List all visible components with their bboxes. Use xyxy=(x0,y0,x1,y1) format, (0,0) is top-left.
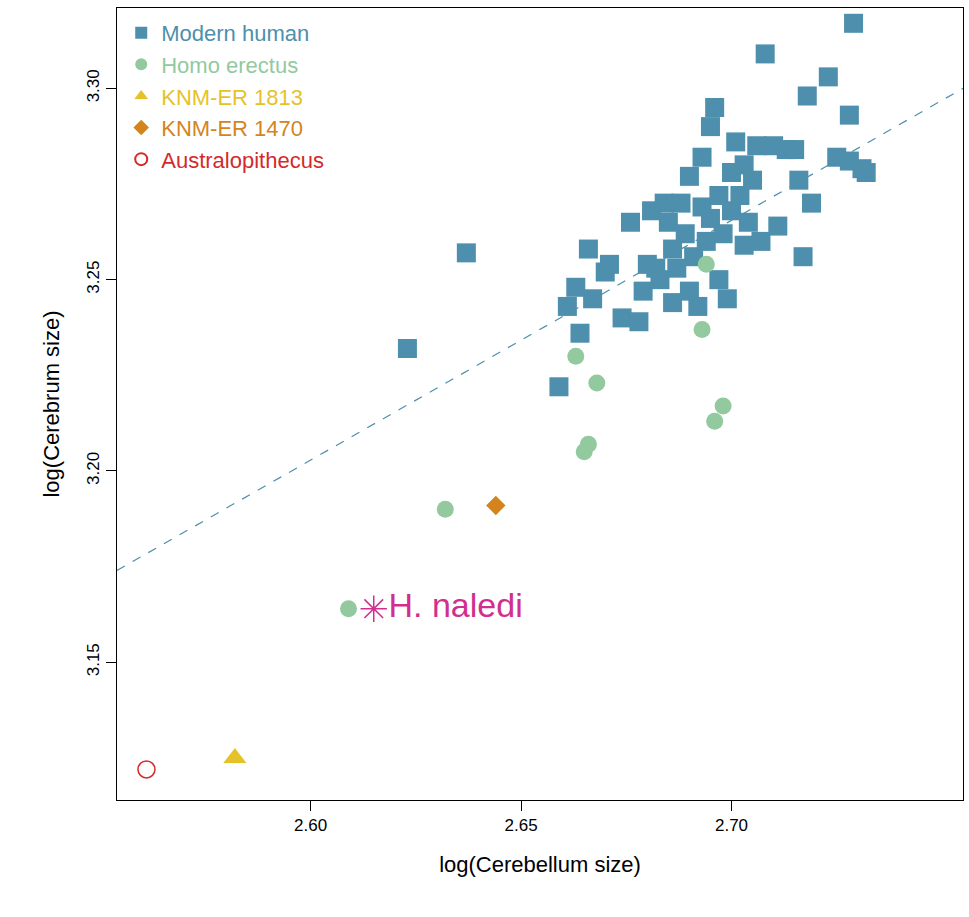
svg-text:Modern human: Modern human xyxy=(161,21,309,46)
svg-text:2.60: 2.60 xyxy=(294,816,327,835)
svg-text:2.65: 2.65 xyxy=(505,816,538,835)
svg-text:H. naledi: H. naledi xyxy=(389,586,523,624)
svg-text:log(Cerebellum size): log(Cerebellum size) xyxy=(439,852,641,877)
svg-text:KNM-ER 1470: KNM-ER 1470 xyxy=(161,116,303,141)
svg-text:KNM-ER 1813: KNM-ER 1813 xyxy=(161,85,303,110)
svg-text:3.15: 3.15 xyxy=(84,643,103,676)
svg-text:Australopithecus: Australopithecus xyxy=(161,148,324,173)
svg-text:log(Cerebrum size): log(Cerebrum size) xyxy=(39,310,64,497)
svg-text:Homo erectus: Homo erectus xyxy=(161,53,298,78)
svg-text:2.70: 2.70 xyxy=(715,816,748,835)
svg-text:3.25: 3.25 xyxy=(84,261,103,294)
svg-text:3.30: 3.30 xyxy=(84,69,103,102)
svg-text:3.20: 3.20 xyxy=(84,452,103,485)
